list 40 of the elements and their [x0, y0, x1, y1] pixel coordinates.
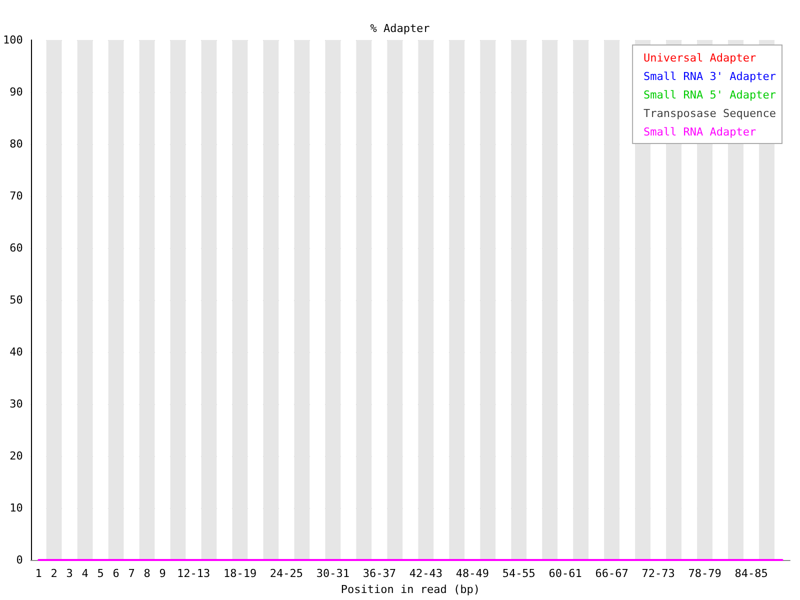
y-tick-label: 20	[10, 450, 23, 462]
x-tick-label: 72-73	[642, 567, 675, 580]
legend-label: Universal Adapter	[644, 52, 757, 64]
chart-title: % Adapter	[370, 22, 430, 35]
y-tick-label: 100	[2, 34, 23, 46]
y-tick-label: 40	[10, 346, 23, 358]
x-tick-label: 54-55	[502, 567, 536, 580]
x-tick-label: 36-37	[362, 567, 396, 580]
x-tick-label: 6	[112, 567, 120, 580]
text: Small RNA Adapter	[644, 126, 757, 138]
y-tick-label: 80	[10, 138, 23, 150]
legend-label: Transposase Sequence	[644, 107, 776, 120]
x-tick-label: 18-19	[223, 567, 257, 580]
x-tick-label: 12-13	[176, 567, 210, 580]
x-tick-label: 24-25	[270, 567, 304, 580]
x-tick-label: 4	[82, 567, 89, 580]
x-tick-label: 7	[128, 567, 135, 580]
legend-label: Small RNA 3' Adapter	[644, 70, 776, 83]
x-tick-label: 5	[97, 567, 104, 580]
y-tick-label: 0	[16, 554, 23, 566]
x-tick-label: 60-61	[548, 567, 582, 580]
x-tick-label: 9	[159, 567, 166, 580]
x-tick-label: 8	[144, 567, 150, 580]
x-tick-label: 48-49	[456, 567, 489, 580]
x-tick-label: 30-31	[316, 567, 350, 580]
y-tick-label: 10	[10, 502, 23, 514]
legend-label: Small RNA 5' Adapter	[644, 88, 776, 102]
x-tick-label: 3	[66, 567, 73, 580]
x-tick-label: 78-79	[688, 567, 722, 580]
y-tick-label: 50	[10, 294, 23, 306]
x-tick-label: 1	[35, 567, 42, 580]
x-tick-label: 66-67	[595, 567, 628, 580]
x-tick-label: 84-85	[734, 567, 768, 580]
x-tick-label: 42-43	[409, 567, 442, 580]
x-tick-label: 2	[50, 567, 58, 580]
x-axis-title: Position in read (bp)	[340, 583, 480, 596]
y-tick-label: 90	[10, 86, 23, 98]
y-tick-label: 30	[10, 398, 23, 410]
y-tick-label: 70	[10, 190, 23, 202]
y-tick-label: 60	[10, 242, 23, 254]
